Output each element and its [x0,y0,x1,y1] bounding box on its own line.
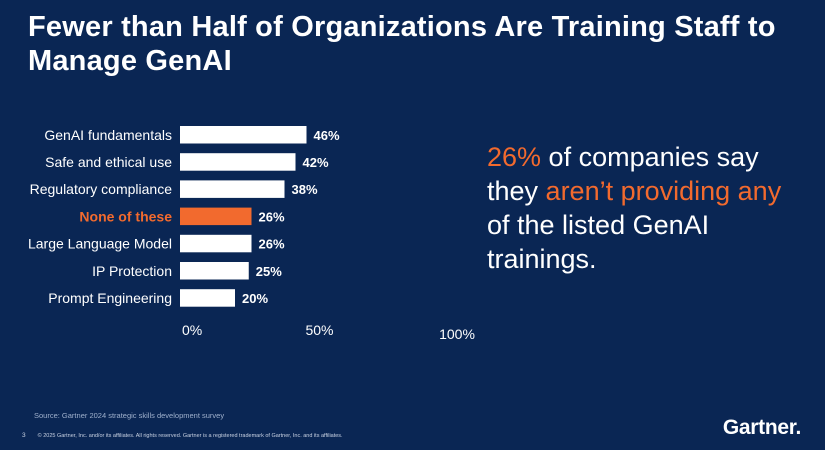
value-label: 26% [259,209,285,224]
bar-prompt-engineering [180,289,235,307]
callout-text: 26% of companies say they aren’t providi… [487,140,807,276]
gartner-logo: Gartner. [722,416,801,439]
value-label: 26% [259,237,285,252]
bar-none-of-these [180,207,252,226]
category-label: Prompt Engineering [48,290,172,306]
value-label: 46% [314,128,340,143]
x-tick-label: 0% [182,322,202,338]
bar-genai-fundamentals [180,126,307,144]
value-label: 20% [242,291,268,306]
category-label: None of these [79,208,172,224]
footer: 3 © 2025 Gartner, Inc. and/or its affilia… [22,432,343,439]
bar-ip-protection [180,262,249,280]
callout-text-end: of the listed GenAI trainings. [487,210,710,274]
category-label: Safe and ethical use [45,154,172,170]
value-label: 38% [292,182,318,197]
category-label: GenAI fundamentals [44,127,172,143]
value-label: 42% [303,155,329,170]
page-number: 3 [22,432,26,439]
source-note: Source: Gartner 2024 strategic skills de… [34,411,225,420]
value-label: 25% [256,264,282,279]
x-tick-label: 100% [439,326,475,342]
category-label: Regulatory compliance [30,181,173,197]
callout-percent: 26% [487,142,542,172]
bar-safe-and-ethical-use [180,153,296,171]
category-label: Large Language Model [28,236,172,252]
callout-text-part: of companies say they [487,142,759,206]
bar-large-language-model [180,234,252,253]
page-title: Fewer than Half of Organizations Are Tra… [28,11,776,77]
callout-highlight: aren’t providing any [545,176,782,206]
x-tick-label: 50% [305,322,333,338]
category-label: IP Protection [92,263,172,279]
bar-regulatory-compliance [180,180,285,198]
copyright-text: © 2025 Gartner, Inc. and/or its affiliat… [37,433,343,439]
